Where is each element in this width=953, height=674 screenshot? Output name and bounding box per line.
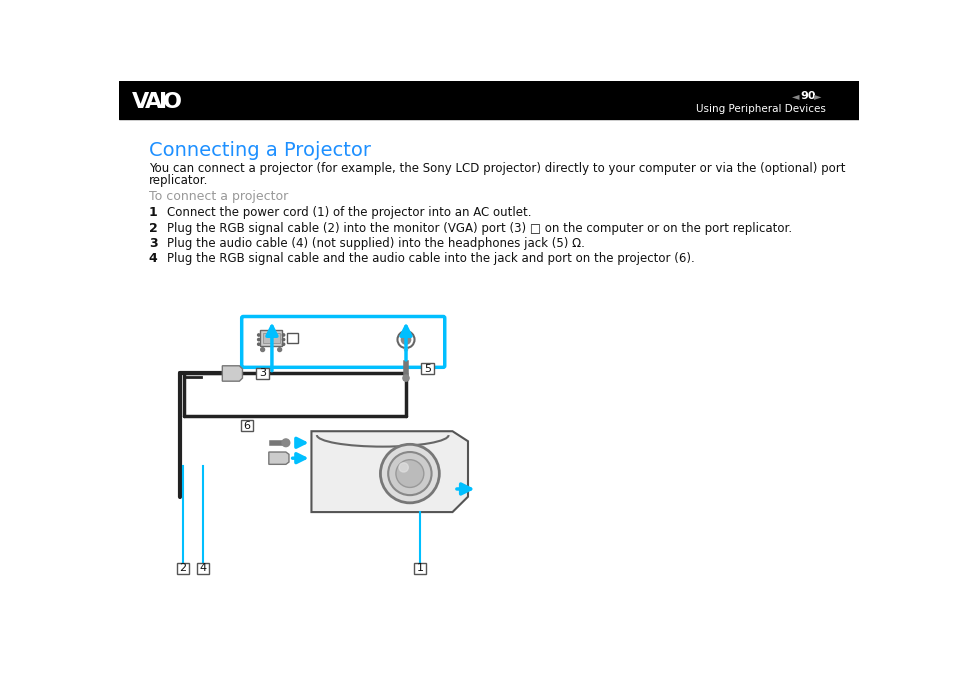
Circle shape	[260, 348, 264, 352]
Bar	[260, 330, 282, 346]
Bar	[414, 563, 426, 574]
Circle shape	[397, 331, 415, 348]
Text: 6: 6	[243, 421, 251, 431]
Text: $\bf{V\!A\!I\!O}$: $\bf{V\!A\!I\!O}$	[131, 92, 182, 112]
FancyBboxPatch shape	[241, 317, 444, 367]
Text: 4: 4	[149, 253, 157, 266]
Bar	[241, 421, 253, 431]
Circle shape	[282, 334, 284, 336]
Circle shape	[257, 343, 259, 345]
Circle shape	[395, 460, 423, 487]
Text: Connect the power cord (1) of the projector into an AC outlet.: Connect the power cord (1) of the projec…	[167, 206, 531, 219]
Text: 90: 90	[800, 91, 815, 101]
Bar	[262, 334, 279, 342]
Circle shape	[402, 375, 409, 381]
Circle shape	[282, 338, 284, 341]
Circle shape	[404, 348, 407, 351]
Bar	[421, 363, 434, 374]
Bar	[196, 563, 209, 574]
Bar	[176, 563, 189, 574]
Text: Using Peripheral Devices: Using Peripheral Devices	[696, 104, 825, 113]
Text: Plug the RGB signal cable (2) into the monitor (VGA) port (3) □ on the computer : Plug the RGB signal cable (2) into the m…	[167, 222, 792, 235]
Text: 2: 2	[149, 222, 157, 235]
Circle shape	[401, 335, 410, 344]
Circle shape	[282, 439, 290, 447]
Bar	[119, 81, 858, 119]
Text: 3: 3	[259, 369, 266, 379]
Bar	[287, 333, 298, 344]
Text: 5: 5	[424, 364, 431, 374]
Text: 1: 1	[149, 206, 157, 219]
Text: Plug the RGB signal cable and the audio cable into the jack and port on the proj: Plug the RGB signal cable and the audio …	[167, 253, 695, 266]
Bar	[256, 368, 269, 379]
Text: 2: 2	[179, 563, 186, 574]
Circle shape	[380, 444, 439, 503]
Circle shape	[277, 348, 281, 352]
Text: ◄: ◄	[791, 91, 799, 101]
Polygon shape	[311, 431, 468, 512]
Text: Connecting a Projector: Connecting a Projector	[149, 141, 371, 160]
Text: 4: 4	[199, 563, 206, 574]
Text: Plug the audio cable (4) (not supplied) into the headphones jack (5) Ω.: Plug the audio cable (4) (not supplied) …	[167, 237, 584, 250]
Text: 1: 1	[416, 563, 423, 574]
Text: replicator.: replicator.	[149, 174, 208, 187]
Polygon shape	[269, 452, 289, 464]
Circle shape	[404, 328, 407, 331]
Circle shape	[257, 334, 259, 336]
Text: To connect a projector: To connect a projector	[149, 190, 288, 203]
Polygon shape	[222, 366, 242, 381]
Circle shape	[398, 463, 408, 472]
Circle shape	[282, 343, 284, 345]
Text: 3: 3	[149, 237, 157, 250]
Text: You can connect a projector (for example, the Sony LCD projector) directly to yo: You can connect a projector (for example…	[149, 162, 844, 175]
Circle shape	[257, 338, 259, 341]
Text: ►: ►	[813, 91, 821, 101]
Circle shape	[388, 452, 431, 495]
